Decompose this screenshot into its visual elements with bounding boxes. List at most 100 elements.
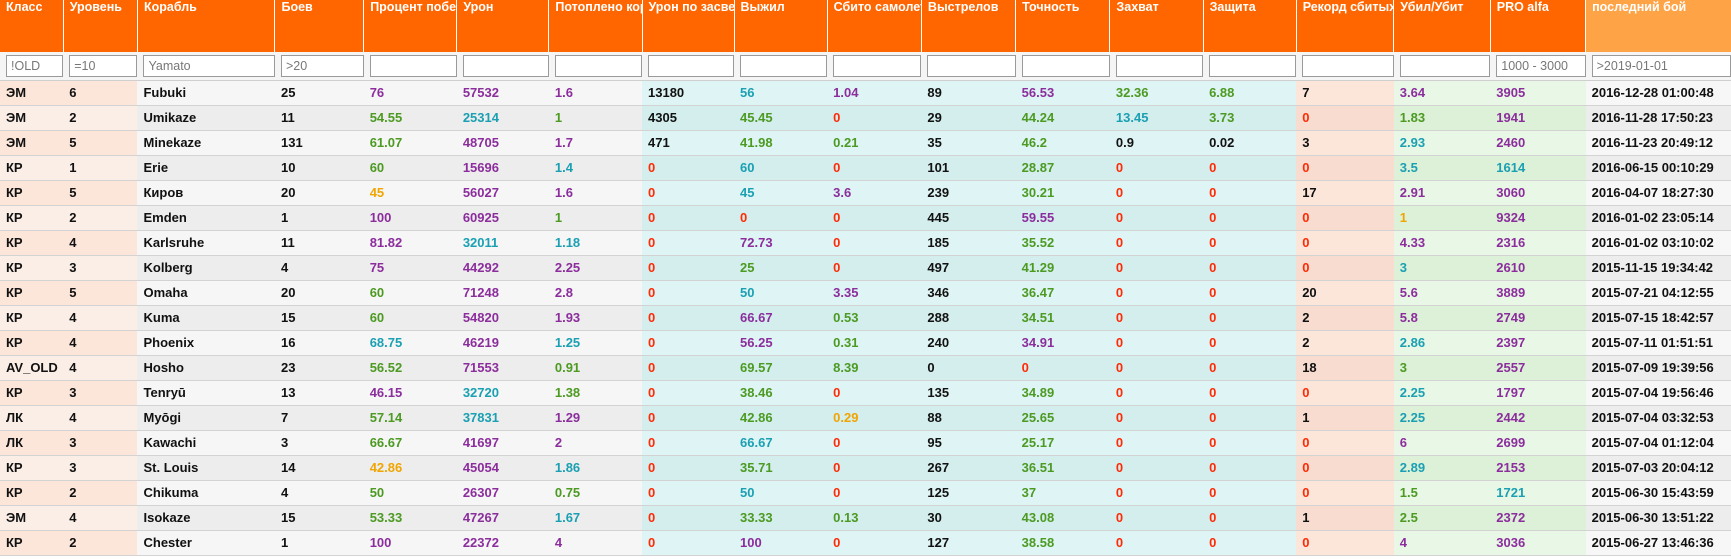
filter-cell-shots [921,52,1016,81]
column-header-tier[interactable]: Уровень [63,0,138,52]
filter-input-survived[interactable] [740,54,828,77]
filter-input-planes-shot[interactable] [833,54,922,77]
column-header-damage[interactable]: Урон [456,0,550,52]
table-row[interactable]: ЭМ 5 Minekaze 131 61.07 48705 1.7 471 41.98 0.21 3… [0,130,1731,156]
column-header-defense[interactable]: Защита [1203,0,1297,52]
cell-pro-alfa: 2316 [1490,230,1586,256]
cell-planes-shot: 0 [827,455,922,481]
table-row[interactable]: КР 4 Phoenix 16 68.75 46219 1.25 0 56.25 0.31 240 3… [0,330,1731,356]
cell-ship: Chikuma [137,480,275,506]
cell-ships-sunk: 2 [548,430,642,456]
cell-spot-damage: 0 [642,255,735,281]
cell-defense: 0 [1203,305,1297,331]
filter-cell-planes-shot [827,52,922,81]
table-row[interactable]: КР 4 Karlsruhe 11 81.82 32011 1.18 0 72.73 0 185 35… [0,230,1731,256]
column-header-kd-ratio[interactable]: Убил/Убит [1393,0,1491,52]
table-row[interactable]: КР 3 Kolberg 4 75 44292 2.25 0 25 0 497 41.29 0 0 0 3 26… [0,255,1731,281]
table-row[interactable]: ЭМ 6 Fubuki 25 76 57532 1.6 13180 56 1.04 89 56.53 3… [0,80,1731,106]
cell-ships-sunk: 0.75 [548,480,642,506]
cell-tier: 2 [63,530,138,556]
cell-last-battle: 2016-01-02 23:05:14 [1585,205,1731,231]
cell-capture: 32.36 [1109,80,1204,106]
filter-input-damage[interactable] [462,54,549,77]
cell-accuracy: 35.52 [1015,230,1110,256]
cell-win-rate: 56.52 [363,355,457,381]
filter-input-ship[interactable] [143,54,275,77]
table-row[interactable]: ЭМ 2 Umikaze 11 54.55 25314 1 4305 45.45 0 29 44.24… [0,105,1731,131]
column-header-battles[interactable]: Боев [274,0,365,52]
cell-accuracy: 25.17 [1015,430,1110,456]
table-row[interactable]: КР 3 Tenryū 13 46.15 32720 1.38 0 38.46 0 135 34.89… [0,380,1731,406]
column-header-ship[interactable]: Корабль [137,0,276,52]
cell-class: КР [0,330,64,356]
table-row[interactable]: ЛК 4 Myōgi 7 57.14 37831 1.29 0 42.86 0.29 88 25.65… [0,405,1731,431]
column-header-spot-damage[interactable]: Урон по засвету [642,0,735,52]
table-row[interactable]: КР 2 Chester 1 100 22372 4 0 100 0 127 38.58 0 0 0 4 303… [0,530,1731,556]
cell-win-rate: 45 [363,180,457,206]
table-row[interactable]: КР 5 Omaha 20 60 71248 2.8 0 50 3.35 346 36.47 0 0 20 5… [0,280,1731,306]
cell-accuracy: 30.21 [1015,180,1110,206]
cell-defense: 0 [1203,330,1297,356]
filter-input-ships-sunk[interactable] [554,54,642,77]
filter-input-pro-alfa[interactable] [1496,54,1586,77]
table-row[interactable]: КР 2 Emden 1 100 60925 1 0 0 0 445 59.55 0 0 0 1 9324 201… [0,205,1731,231]
column-header-planes-shot[interactable]: Сбито самолетов [827,0,922,52]
cell-pro-alfa: 3905 [1490,80,1586,106]
cell-capture: 0.9 [1109,130,1204,156]
cell-pro-alfa: 2460 [1490,130,1586,156]
filter-input-kd-ratio[interactable] [1399,54,1491,77]
filter-input-battles[interactable] [280,54,364,77]
filter-input-win-rate[interactable] [369,54,457,77]
cell-pro-alfa: 2397 [1490,330,1586,356]
cell-win-rate: 60 [363,305,457,331]
cell-last-battle: 2015-07-04 19:56:46 [1585,380,1731,406]
column-header-win-rate[interactable]: Процент побед [363,0,458,52]
table-row[interactable]: КР 3 St. Louis 14 42.86 45054 1.86 0 35.71 0 267 36… [0,455,1731,481]
filter-input-spot-damage[interactable] [648,54,735,77]
cell-tier: 5 [63,130,138,156]
cell-survived: 45 [734,180,828,206]
column-header-shots[interactable]: Выстрелов [921,0,1017,52]
column-header-capture[interactable]: Захват [1109,0,1204,52]
filter-input-planes-record[interactable] [1302,54,1394,77]
column-header-survived[interactable]: Выжил [734,0,828,52]
cell-defense: 3.73 [1203,105,1297,131]
filter-input-capture[interactable] [1115,54,1204,77]
column-header-class[interactable]: Класс [0,0,64,52]
cell-defense: 0 [1203,430,1297,456]
cell-survived: 72.73 [734,230,828,256]
cell-accuracy: 34.89 [1015,380,1110,406]
cell-last-battle: 2016-06-15 00:10:29 [1585,155,1731,181]
column-header-planes-record[interactable]: Рекорд сбитых самолётов [1296,0,1395,52]
cell-kd-ratio: 1.83 [1393,105,1491,131]
table-row[interactable]: КР 5 Киров 20 45 56027 1.6 0 45 3.6 239 30.21 0 0 17 2.… [0,180,1731,206]
cell-kd-ratio: 3.5 [1393,155,1491,181]
table-row[interactable]: КР 1 Erie 10 60 15696 1.4 0 60 0 101 28.87 0 0 0 3.5 161… [0,155,1731,181]
filter-input-class[interactable] [6,54,64,77]
filter-input-accuracy[interactable] [1021,54,1110,77]
cell-planes-record: 0 [1296,480,1394,506]
column-header-pro-alfa[interactable]: PRO alfa [1490,0,1587,52]
cell-pro-alfa: 3060 [1490,180,1586,206]
cell-tier: 3 [63,430,138,456]
cell-planes-record: 0 [1296,255,1394,281]
column-header-accuracy[interactable]: Точность [1015,0,1111,52]
filter-input-shots[interactable] [927,54,1016,77]
cell-tier: 2 [63,105,138,131]
column-header-last-battle[interactable]: последний бой [1585,0,1731,52]
filter-input-defense[interactable] [1209,54,1297,77]
cell-accuracy: 44.24 [1015,105,1110,131]
table-row[interactable]: ЛК 3 Kawachi 3 66.67 41697 2 0 66.67 0 95 25.17 0 0 0 6… [0,430,1731,456]
filter-input-tier[interactable] [69,54,138,77]
table-row[interactable]: КР 2 Chikuma 4 50 26307 0.75 0 50 0 125 37 0 0 0 1.5 172… [0,480,1731,506]
table-row[interactable]: ЭМ 4 Isokaze 15 53.33 47267 1.67 0 33.33 0.13 30 43… [0,505,1731,531]
cell-kd-ratio: 1.5 [1393,480,1491,506]
cell-accuracy: 36.47 [1015,280,1110,306]
cell-survived: 38.46 [734,380,828,406]
filter-input-last-battle[interactable] [1591,54,1731,77]
column-header-ships-sunk[interactable]: Потоплено кораблей [548,0,643,52]
table-row[interactable]: AV_OLD 4 Hosho 23 56.52 71553 0.91 0 69.57 8.39 0 0… [0,355,1731,381]
cell-planes-record: 7 [1296,80,1394,106]
cell-shots: 0 [921,355,1016,381]
table-row[interactable]: КР 4 Kuma 15 60 54820 1.93 0 66.67 0.53 288 34.51 0 0… [0,305,1731,331]
